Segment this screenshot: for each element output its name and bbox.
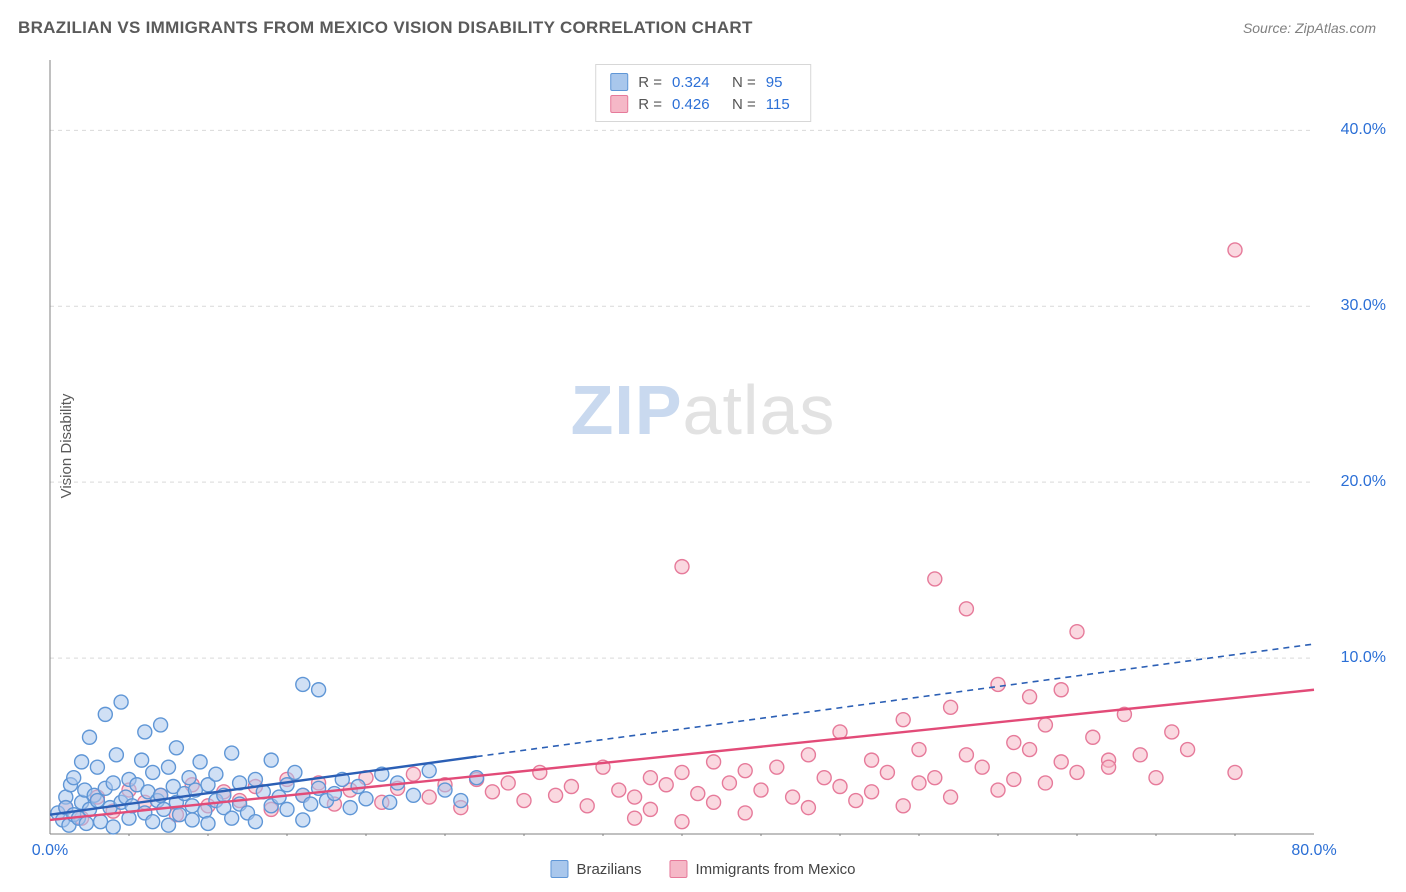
x-tick-label: 80.0% — [1291, 842, 1336, 860]
n-label: N = — [732, 74, 756, 91]
series-legend-item: Brazilians — [550, 860, 641, 878]
y-tick-label: 20.0% — [1341, 473, 1386, 491]
source-label: Source: ZipAtlas.com — [1243, 20, 1376, 36]
chart-title: BRAZILIAN VS IMMIGRANTS FROM MEXICO VISI… — [18, 18, 753, 38]
n-label: N = — [732, 96, 756, 113]
correlation-legend-row: R = 0.324 N = 95 — [610, 71, 796, 93]
series-legend: Brazilians Immigrants from Mexico — [550, 860, 855, 878]
y-tick-label: 40.0% — [1341, 121, 1386, 139]
x-tick-label: 0.0% — [32, 842, 68, 860]
n-value: 115 — [766, 96, 796, 113]
legend-swatch — [610, 73, 628, 91]
r-value: 0.324 — [672, 74, 722, 91]
r-label: R = — [638, 74, 662, 91]
legend-swatch — [550, 860, 568, 878]
series-legend-label: Immigrants from Mexico — [696, 861, 856, 878]
correlation-legend-row: R = 0.426 N = 115 — [610, 93, 796, 115]
series-legend-label: Brazilians — [576, 861, 641, 878]
r-label: R = — [638, 96, 662, 113]
plot-area — [48, 58, 1316, 836]
correlation-legend: R = 0.324 N = 95 R = 0.426 N = 115 — [595, 64, 811, 122]
n-value: 95 — [766, 74, 796, 91]
r-value: 0.426 — [672, 96, 722, 113]
legend-swatch — [610, 95, 628, 113]
series-legend-item: Immigrants from Mexico — [670, 860, 856, 878]
y-tick-label: 30.0% — [1341, 297, 1386, 315]
y-tick-label: 10.0% — [1341, 649, 1386, 667]
legend-swatch — [670, 860, 688, 878]
scatter-chart-svg — [48, 58, 1316, 836]
